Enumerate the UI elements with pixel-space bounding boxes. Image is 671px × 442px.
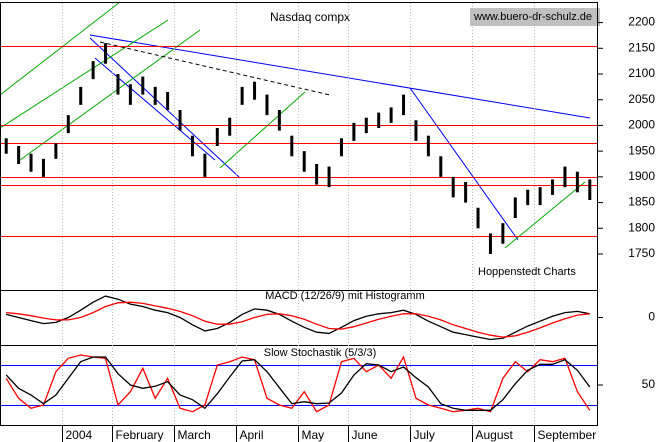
price-bar (4, 138, 8, 154)
y-tick-label: 1900 (628, 169, 655, 183)
panel-title: MACD (12/26/9) mit Histogramm (265, 290, 425, 302)
x-tick-label: May (302, 428, 325, 442)
price-bar (190, 135, 194, 157)
y-tick-label: 0 (648, 310, 655, 324)
price-bar (389, 107, 393, 123)
price-bar (439, 156, 443, 177)
trendline (19, 29, 201, 161)
y-tick-label: 2200 (628, 15, 655, 29)
y-tick-label: 1750 (628, 246, 655, 260)
x-tick-label: September (538, 428, 597, 442)
price-bar (166, 92, 170, 110)
price-bar (575, 171, 579, 193)
price-bar (104, 43, 108, 64)
y-tick-label: 1850 (628, 195, 655, 209)
trendline (219, 91, 306, 169)
price-bar (551, 179, 555, 195)
price-bar (402, 94, 406, 116)
price-bar (41, 158, 45, 177)
y-tick-label: 50 (642, 377, 656, 391)
price-bar (91, 61, 95, 80)
panel-title: Slow Stochastik (5/3/3) (264, 347, 377, 359)
chart-title: Nasdaq compx (270, 10, 350, 24)
trendline (0, 1, 121, 96)
x-tick-label: June (352, 428, 378, 442)
price-bar (277, 110, 281, 131)
price-bar (538, 187, 542, 206)
price-bar (476, 207, 480, 229)
y-tick-label: 1950 (628, 143, 655, 157)
x-tick-label: April (240, 428, 264, 442)
indicator-line (6, 295, 590, 341)
price-bar (128, 84, 132, 105)
price-bar (54, 143, 58, 159)
trendline (89, 37, 241, 179)
price-bar (228, 117, 232, 136)
x-tick-label: August (476, 428, 514, 442)
x-tick-label: February (116, 428, 164, 442)
source-box (470, 8, 600, 26)
price-bar (66, 115, 70, 134)
price-bar (327, 166, 331, 188)
price-bar (265, 94, 269, 116)
y-tick-label: 2050 (628, 92, 655, 106)
price-bar (526, 189, 530, 206)
price-bar (464, 182, 468, 203)
price-bar (116, 74, 120, 95)
y-tick-label: 2100 (628, 66, 655, 80)
indicator-line (6, 301, 590, 338)
price-bar (178, 110, 182, 131)
price-bar (377, 112, 381, 128)
price-bar (215, 128, 219, 146)
trendline (99, 41, 331, 96)
indicator-line (5, 354, 591, 413)
trendline (0, 19, 169, 129)
x-tick-label: March (178, 428, 211, 442)
price-bar (290, 135, 294, 157)
price-bar (488, 233, 492, 254)
x-tick-label: July (414, 428, 435, 442)
price-bar (364, 117, 368, 134)
trendline (409, 87, 519, 241)
price-bar (315, 164, 319, 185)
credit: Hoppenstedt Charts (478, 266, 576, 278)
y-tick-label: 1800 (628, 220, 655, 234)
price-bar (588, 179, 592, 200)
price-bar (451, 176, 455, 198)
price-bar (153, 86, 157, 105)
price-bar (29, 153, 33, 172)
price-bar (17, 146, 21, 164)
price-bar (426, 135, 430, 157)
price-bar (414, 120, 418, 141)
x-tick-label: 2004 (66, 428, 93, 442)
price-bar (203, 153, 207, 177)
trendlines (0, 1, 591, 249)
price-bar (352, 122, 356, 141)
price-bar (240, 86, 244, 105)
price-bar (513, 197, 517, 218)
price-bar (302, 151, 306, 172)
y-tick-label: 2150 (628, 40, 655, 54)
indicator-line (5, 356, 591, 411)
price-bar (339, 138, 343, 157)
price-bar (501, 223, 505, 244)
price-bar (253, 81, 257, 100)
y-tick-label: 2000 (628, 118, 655, 132)
price-bar (79, 86, 83, 105)
price-bar (141, 76, 145, 95)
source: www.buero-dr-schulz.de (473, 11, 592, 23)
price-bar (563, 166, 567, 188)
